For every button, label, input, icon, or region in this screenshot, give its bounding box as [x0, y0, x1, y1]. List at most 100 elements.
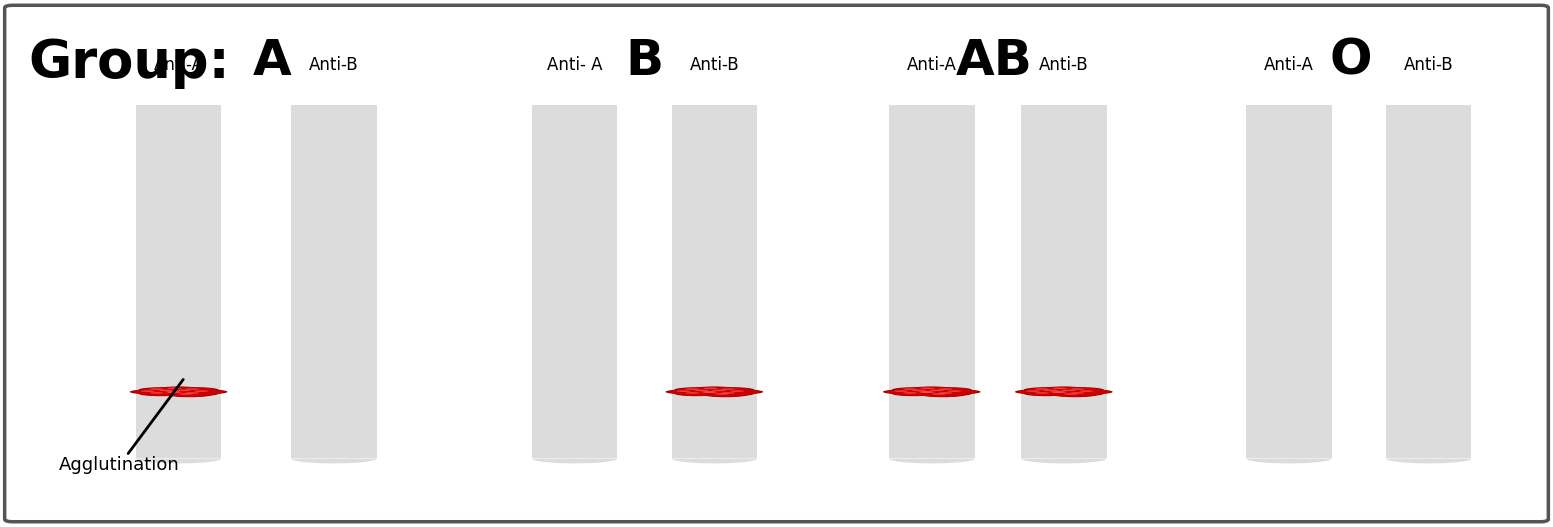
PathPatch shape — [671, 458, 758, 463]
Ellipse shape — [685, 388, 700, 390]
Ellipse shape — [932, 393, 946, 395]
Ellipse shape — [1033, 388, 1078, 394]
Ellipse shape — [168, 389, 207, 393]
Ellipse shape — [921, 389, 960, 393]
Ellipse shape — [895, 391, 909, 392]
Text: Anti-B: Anti-B — [1404, 56, 1454, 74]
Ellipse shape — [666, 389, 710, 394]
Ellipse shape — [930, 392, 969, 396]
Bar — [671, 105, 758, 458]
Ellipse shape — [721, 392, 735, 394]
Ellipse shape — [910, 391, 949, 395]
PathPatch shape — [1385, 458, 1472, 463]
Ellipse shape — [158, 389, 172, 391]
Bar — [1246, 105, 1332, 458]
Ellipse shape — [902, 392, 918, 394]
Ellipse shape — [1079, 391, 1093, 392]
Ellipse shape — [157, 386, 200, 392]
Ellipse shape — [183, 389, 227, 394]
Ellipse shape — [1023, 391, 1068, 396]
Ellipse shape — [895, 387, 933, 392]
Ellipse shape — [719, 389, 763, 394]
Ellipse shape — [1017, 389, 1056, 394]
Ellipse shape — [1039, 390, 1084, 395]
Ellipse shape — [710, 391, 755, 396]
Ellipse shape — [895, 392, 933, 396]
Ellipse shape — [1072, 389, 1110, 394]
Ellipse shape — [924, 393, 961, 397]
PathPatch shape — [1246, 458, 1331, 463]
Ellipse shape — [947, 391, 961, 392]
Ellipse shape — [694, 389, 708, 391]
Ellipse shape — [913, 387, 950, 391]
Ellipse shape — [704, 389, 742, 393]
Ellipse shape — [713, 387, 752, 392]
Ellipse shape — [1064, 393, 1078, 395]
Ellipse shape — [1036, 389, 1075, 393]
Ellipse shape — [1027, 391, 1041, 392]
Ellipse shape — [696, 391, 733, 395]
Ellipse shape — [185, 392, 199, 394]
Ellipse shape — [168, 392, 211, 397]
Ellipse shape — [930, 387, 969, 392]
Ellipse shape — [677, 392, 716, 396]
Ellipse shape — [1062, 389, 1076, 391]
PathPatch shape — [292, 458, 376, 463]
Ellipse shape — [704, 392, 747, 397]
Ellipse shape — [668, 389, 707, 394]
Ellipse shape — [700, 391, 716, 393]
Ellipse shape — [177, 389, 191, 391]
Ellipse shape — [885, 389, 924, 394]
Ellipse shape — [674, 387, 719, 393]
Ellipse shape — [918, 388, 963, 394]
Ellipse shape — [154, 390, 199, 395]
Ellipse shape — [1059, 387, 1104, 393]
PathPatch shape — [531, 458, 617, 463]
Ellipse shape — [704, 387, 717, 389]
Ellipse shape — [1070, 388, 1084, 390]
Ellipse shape — [1053, 392, 1067, 393]
Ellipse shape — [160, 387, 197, 391]
Ellipse shape — [177, 392, 216, 396]
Text: O: O — [1329, 37, 1373, 85]
PathPatch shape — [888, 458, 975, 463]
Text: Anti-A: Anti-A — [907, 56, 957, 74]
Ellipse shape — [1027, 387, 1065, 392]
Ellipse shape — [891, 391, 936, 396]
Ellipse shape — [927, 387, 972, 393]
Ellipse shape — [1042, 386, 1086, 392]
Text: B: B — [626, 37, 663, 85]
Ellipse shape — [141, 387, 180, 392]
Text: Group:: Group: — [28, 37, 230, 89]
Ellipse shape — [132, 389, 171, 394]
Ellipse shape — [174, 387, 219, 393]
Ellipse shape — [902, 388, 918, 390]
Ellipse shape — [690, 390, 735, 395]
Ellipse shape — [1070, 392, 1084, 394]
Ellipse shape — [714, 393, 728, 395]
FancyBboxPatch shape — [5, 5, 1548, 522]
Ellipse shape — [185, 388, 199, 390]
Ellipse shape — [1045, 387, 1082, 391]
PathPatch shape — [137, 458, 222, 463]
Ellipse shape — [1023, 387, 1068, 393]
Ellipse shape — [693, 386, 736, 392]
Ellipse shape — [1034, 388, 1050, 390]
Ellipse shape — [1062, 392, 1101, 396]
Ellipse shape — [721, 388, 735, 390]
Ellipse shape — [1042, 391, 1081, 395]
Ellipse shape — [148, 388, 193, 394]
Ellipse shape — [157, 391, 200, 395]
Text: Anti-B: Anti-B — [690, 56, 739, 74]
Ellipse shape — [151, 389, 189, 393]
Bar — [1022, 105, 1107, 458]
Text: Anti- A: Anti- A — [547, 56, 603, 74]
Ellipse shape — [938, 392, 952, 394]
Ellipse shape — [913, 391, 950, 395]
Bar — [531, 105, 617, 458]
Ellipse shape — [1050, 388, 1095, 394]
Bar — [1385, 105, 1472, 458]
Ellipse shape — [141, 392, 180, 396]
Ellipse shape — [713, 389, 727, 391]
Ellipse shape — [1053, 389, 1092, 393]
